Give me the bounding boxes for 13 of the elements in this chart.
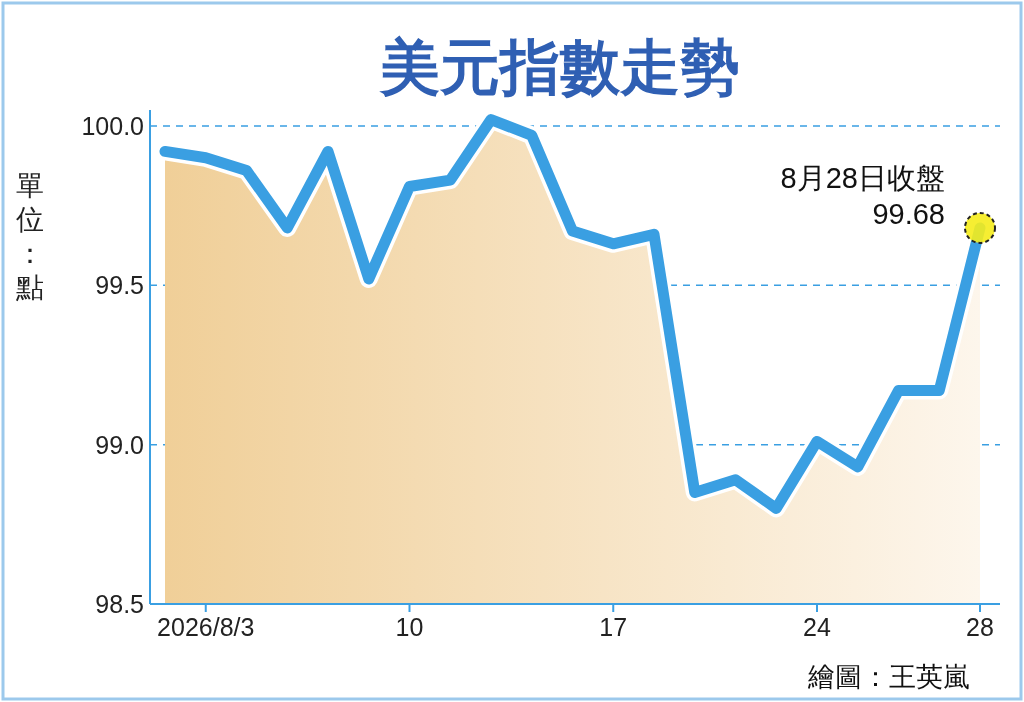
x-tick-label: 17 <box>599 613 628 641</box>
text: 繪圖：王英嵐 <box>807 662 970 692</box>
y-tick-label: 99.5 <box>95 271 144 300</box>
x-tick-label: 10 <box>395 613 424 641</box>
x-tick-label: 28 <box>966 613 994 641</box>
annotation: 8月28日收盤 99.68 <box>780 161 945 230</box>
y-axis-title: 單位：點 <box>15 170 44 303</box>
x-tick-label: 2026/8/3 <box>157 613 255 641</box>
y-tick-label: 98.5 <box>95 590 144 618</box>
y-tick-label: 99.0 <box>95 430 144 459</box>
x-tick-label: 24 <box>803 613 831 641</box>
chart-title: 美元指數走勢 <box>379 34 740 101</box>
y-tick-label: 100.0 <box>81 111 144 140</box>
